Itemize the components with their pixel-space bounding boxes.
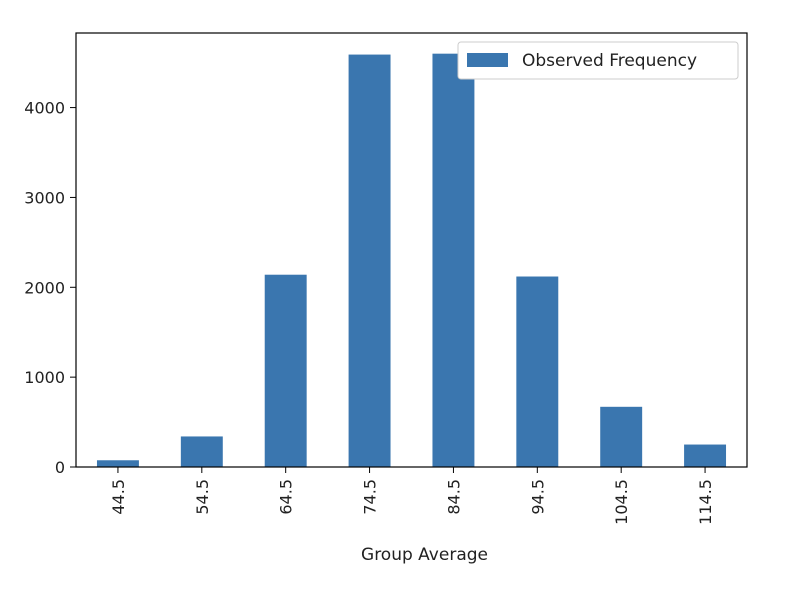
x-tick-label: 84.5 [444,479,463,515]
bar-84.5 [432,53,475,468]
y-tick-label: 2000 [24,278,65,297]
bar-74.5 [348,54,391,467]
legend: Observed Frequency [457,41,739,80]
y-axis-ticks: 0 1000 2000 3000 4000 [24,99,76,477]
x-tick-label: 94.5 [528,479,547,515]
x-tick-label: 64.5 [277,479,296,515]
x-axis-ticks: 44.5 54.5 64.5 74.5 84.5 94.5 104.5 114.5 [109,467,715,525]
bar-94.5 [516,276,559,467]
bars-layer [96,53,727,468]
x-tick-label: 114.5 [696,479,715,525]
legend-label: Observed Frequency [522,51,697,71]
x-tick-label: 74.5 [361,479,380,515]
legend-box [457,41,739,80]
x-tick-label: 44.5 [109,479,128,515]
x-tick-label: 104.5 [612,479,631,525]
bar-64.5 [264,274,307,467]
y-tick-label: 0 [55,458,65,477]
legend-swatch [467,53,508,67]
x-tick-label: 54.5 [193,479,212,515]
y-tick-label: 1000 [24,368,65,387]
bar-104.5 [600,406,643,467]
x-axis-label: Group Average [361,545,488,565]
y-tick-label: 3000 [24,188,65,207]
bar-54.5 [180,436,223,467]
bar-114.5 [684,444,727,467]
y-tick-label: 4000 [24,99,65,118]
plot-frame [75,32,748,468]
bar-44.5 [96,460,139,467]
